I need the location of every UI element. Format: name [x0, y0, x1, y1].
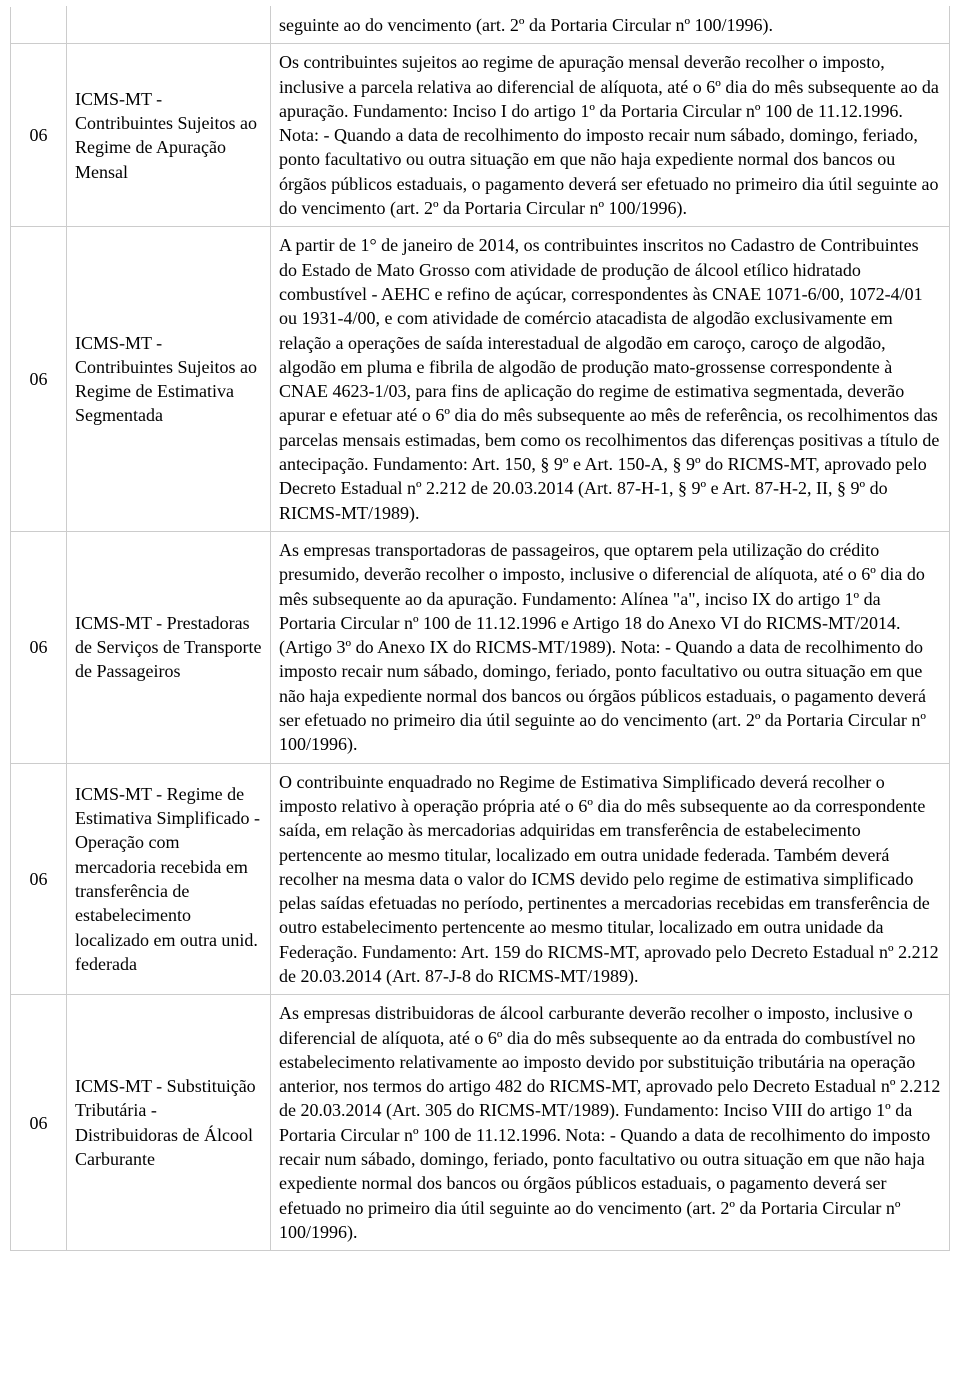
- cell-desc: seguinte ao do vencimento (art. 2º da Po…: [271, 7, 950, 44]
- cell-day: [11, 7, 67, 44]
- table-row: 06 ICMS-MT - Prestadoras de Serviços de …: [11, 531, 950, 763]
- cell-day: 06: [11, 763, 67, 995]
- cell-title: ICMS-MT - Contribuintes Sujeitos ao Regi…: [67, 44, 271, 227]
- table-row: 06 ICMS-MT - Contribuintes Sujeitos ao R…: [11, 44, 950, 227]
- cell-desc: Os contribuintes sujeitos ao regime de a…: [271, 44, 950, 227]
- table-row: 06 ICMS-MT - Contribuintes Sujeitos ao R…: [11, 227, 950, 532]
- cell-desc: As empresas transportadoras de passageir…: [271, 531, 950, 763]
- cell-day: 06: [11, 44, 67, 227]
- cell-title: ICMS-MT - Substituição Tributária - Dist…: [67, 995, 271, 1251]
- cell-day: 06: [11, 995, 67, 1251]
- cell-title: ICMS-MT - Regime de Estimativa Simplific…: [67, 763, 271, 995]
- cell-title: [67, 7, 271, 44]
- cell-desc: As empresas distribuidoras de álcool car…: [271, 995, 950, 1251]
- cell-desc: O contribuinte enquadrado no Regime de E…: [271, 763, 950, 995]
- cell-title: ICMS-MT - Prestadoras de Serviços de Tra…: [67, 531, 271, 763]
- table-row: 06 ICMS-MT - Substituição Tributária - D…: [11, 995, 950, 1251]
- cell-title: ICMS-MT - Contribuintes Sujeitos ao Regi…: [67, 227, 271, 532]
- cell-desc: A partir de 1° de janeiro de 2014, os co…: [271, 227, 950, 532]
- table-row: 06 ICMS-MT - Regime de Estimativa Simpli…: [11, 763, 950, 995]
- cell-day: 06: [11, 531, 67, 763]
- table-row: seguinte ao do vencimento (art. 2º da Po…: [11, 7, 950, 44]
- obligations-table: seguinte ao do vencimento (art. 2º da Po…: [10, 6, 950, 1251]
- cell-day: 06: [11, 227, 67, 532]
